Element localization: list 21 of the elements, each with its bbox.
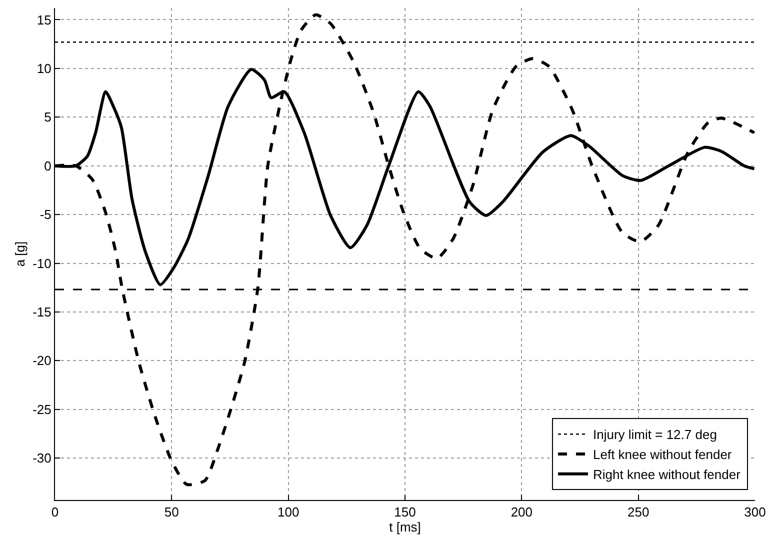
y-tick-label: -15 — [32, 304, 52, 320]
x-tick-label: 250 — [627, 504, 650, 520]
y-tick-label: 0 — [44, 158, 52, 174]
y-tick-label: 5 — [44, 110, 52, 125]
legend-label: Right knee without fender — [593, 466, 742, 482]
y-tick-label: -25 — [32, 402, 52, 417]
y-tick-label: -10 — [32, 256, 52, 271]
y-tick-label: 10 — [36, 60, 52, 76]
x-axis-title: t [ms] — [389, 520, 421, 535]
x-tick-label: 300 — [744, 504, 766, 520]
y-tick-label: -5 — [40, 207, 52, 222]
x-tick-label: 50 — [164, 504, 179, 520]
y-tick-label: -20 — [32, 353, 52, 368]
legend-label: Injury limit = 12.7 deg — [593, 427, 717, 442]
x-tick-label: 100 — [277, 504, 300, 520]
legend-label: Left knee without fender — [593, 447, 732, 462]
y-axis-title: a [g] — [12, 241, 28, 267]
x-tick-label: 150 — [394, 504, 416, 520]
y-tick-label: -30 — [32, 450, 52, 466]
y-tick-label: 15 — [36, 12, 52, 28]
x-tick-label: 200 — [510, 504, 533, 520]
